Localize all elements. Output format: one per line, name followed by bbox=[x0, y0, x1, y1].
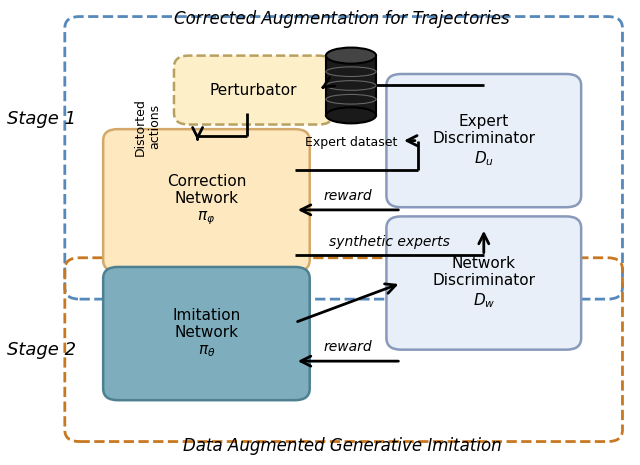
Text: Distorted
actions: Distorted actions bbox=[133, 98, 161, 156]
Text: reward: reward bbox=[324, 340, 372, 354]
Text: reward: reward bbox=[324, 189, 372, 203]
Text: synthetic experts: synthetic experts bbox=[329, 234, 450, 249]
Text: Stage 1: Stage 1 bbox=[8, 110, 77, 128]
FancyBboxPatch shape bbox=[174, 56, 333, 125]
FancyBboxPatch shape bbox=[387, 74, 581, 207]
FancyBboxPatch shape bbox=[103, 129, 310, 272]
Text: Expert
Discriminator
$D_u$: Expert Discriminator $D_u$ bbox=[432, 113, 535, 167]
Text: Correction
Network
$\pi_\varphi$: Correction Network $\pi_\varphi$ bbox=[167, 173, 246, 227]
Text: Network
Discriminator
$D_w$: Network Discriminator $D_w$ bbox=[432, 256, 535, 310]
Ellipse shape bbox=[326, 47, 376, 64]
Text: Corrected Augmentation for Trajectories: Corrected Augmentation for Trajectories bbox=[174, 10, 510, 28]
FancyBboxPatch shape bbox=[387, 216, 581, 350]
Text: Expert dataset: Expert dataset bbox=[305, 136, 397, 149]
Ellipse shape bbox=[326, 107, 376, 123]
FancyBboxPatch shape bbox=[103, 267, 310, 400]
Text: Stage 2: Stage 2 bbox=[8, 341, 77, 359]
Text: Perturbator: Perturbator bbox=[210, 83, 298, 98]
Text: Imitation
Network
$\pi_\theta$: Imitation Network $\pi_\theta$ bbox=[172, 308, 241, 359]
Text: Data Augmented Generative Imitation: Data Augmented Generative Imitation bbox=[183, 437, 502, 455]
FancyBboxPatch shape bbox=[326, 56, 376, 115]
